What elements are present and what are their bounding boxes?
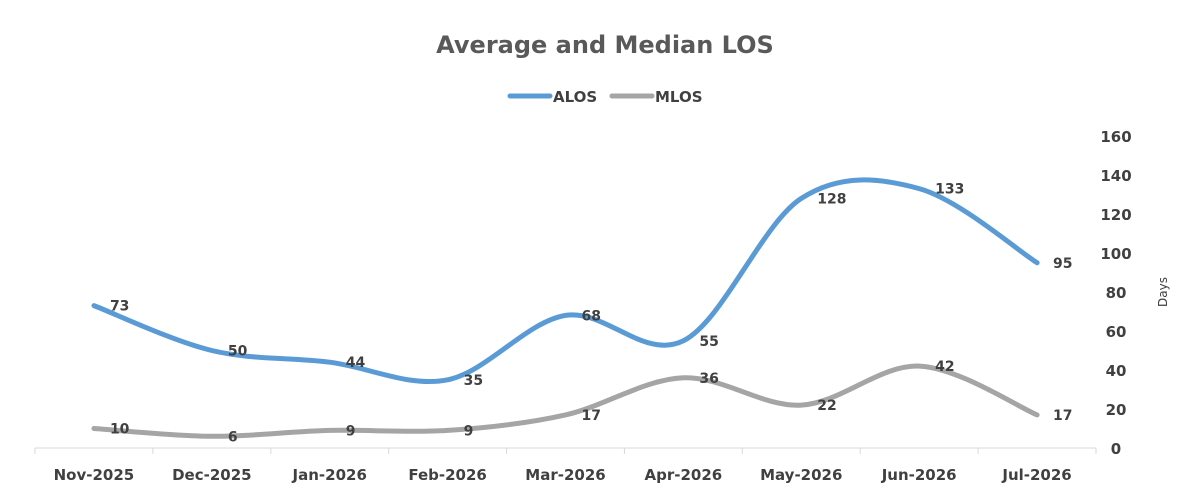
y-tick-label: 20 <box>1106 401 1127 419</box>
x-tick-label: Jul-2026 <box>1001 466 1071 484</box>
x-tick-label: May-2026 <box>760 466 842 484</box>
x-tick-label: Mar-2026 <box>525 466 605 484</box>
data-label-mlos: 9 <box>464 423 474 439</box>
data-label-alos: 128 <box>817 191 846 207</box>
chart-title: Average and Median LOS <box>436 31 774 59</box>
y-axis-ticks: 0 20 40 60 80 100 120 140 160 <box>1100 128 1131 458</box>
data-label-mlos: 10 <box>110 422 130 438</box>
series-line-mlos <box>91 363 1040 439</box>
data-label-mlos: 22 <box>817 398 836 414</box>
series-lines <box>91 177 1040 439</box>
y-tick-label: 120 <box>1100 206 1131 224</box>
data-label-mlos: 9 <box>346 423 356 439</box>
y-tick-label: 140 <box>1100 167 1131 185</box>
data-label-alos: 95 <box>1053 256 1072 272</box>
data-label-mlos: 36 <box>699 371 718 387</box>
x-tick-label: Feb-2026 <box>408 466 487 484</box>
series-line-alos <box>91 177 1040 385</box>
data-label-alos: 73 <box>110 299 129 315</box>
x-tick-label: Jan-2026 <box>292 466 367 484</box>
data-label-mlos: 42 <box>935 359 954 375</box>
data-label-alos: 55 <box>699 334 718 350</box>
y-tick-label: 0 <box>1111 440 1121 458</box>
y-tick-label: 60 <box>1106 323 1127 341</box>
data-label-mlos: 6 <box>228 429 238 445</box>
y-axis-label: Days <box>1156 277 1170 307</box>
x-tick-label: Dec-2025 <box>172 466 252 484</box>
data-labels: 10 6 9 9 17 36 22 42 17 73 50 44 35 68 55 128 133 95 <box>110 182 1073 446</box>
data-label-alos: 50 <box>228 344 248 360</box>
y-tick-label: 160 <box>1100 128 1131 146</box>
y-tick-label: 100 <box>1100 245 1131 263</box>
data-label-mlos: 17 <box>1053 408 1072 424</box>
data-label-alos: 68 <box>582 308 601 324</box>
data-label-alos: 44 <box>346 355 366 371</box>
x-tick-label: Apr-2026 <box>645 466 723 484</box>
x-axis-ticks: Nov-2025 Dec-2025 Jan-2026 Feb-2026 Mar-2026… <box>34 448 1097 484</box>
data-label-alos: 35 <box>464 373 483 389</box>
legend-label-alos: ALOS <box>553 88 597 106</box>
data-label-alos: 133 <box>935 182 964 198</box>
data-label-mlos: 17 <box>582 408 601 424</box>
x-tick-label: Nov-2025 <box>54 466 135 484</box>
y-tick-label: 80 <box>1106 284 1127 302</box>
legend: ALOS MLOS <box>507 88 703 106</box>
x-tick-label: Jun-2026 <box>881 466 957 484</box>
legend-label-mlos: MLOS <box>655 88 703 106</box>
y-tick-label: 40 <box>1106 362 1127 380</box>
